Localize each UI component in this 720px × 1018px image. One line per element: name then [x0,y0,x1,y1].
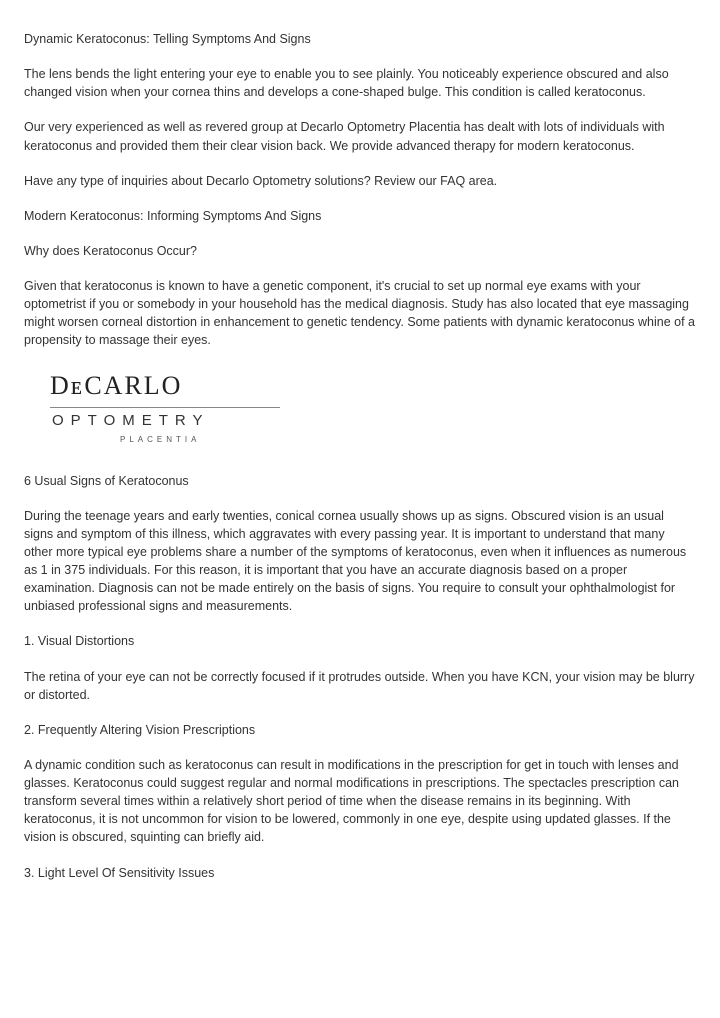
logo-location-text: PLACENTIA [120,434,696,446]
page-title: Dynamic Keratoconus: Telling Symptoms An… [24,30,696,48]
faq-note: Have any type of inquiries about Decarlo… [24,172,696,190]
signs-heading: 6 Usual Signs of Keratoconus [24,472,696,490]
intro-paragraph-1: The lens bends the light entering your e… [24,65,696,101]
subheading-why: Why does Keratoconus Occur? [24,242,696,260]
sign-2-heading: 2. Frequently Altering Vision Prescripti… [24,721,696,739]
sign-1-paragraph: The retina of your eye can not be correc… [24,668,696,704]
signs-intro-paragraph: During the teenage years and early twent… [24,507,696,616]
logo-sub-text: OPTOMETRY [52,410,696,432]
genetic-paragraph: Given that keratoconus is known to have … [24,277,696,350]
sign-2-paragraph: A dynamic condition such as keratoconus … [24,756,696,847]
logo-main-text: DᴇCARLO [50,367,696,405]
sign-1-heading: 1. Visual Distortions [24,632,696,650]
subheading-modern: Modern Keratoconus: Informing Symptoms A… [24,207,696,225]
sign-3-heading: 3. Light Level Of Sensitivity Issues [24,864,696,882]
logo-divider [50,407,280,408]
intro-paragraph-2: Our very experienced as well as revered … [24,118,696,154]
decarlo-logo: DᴇCARLO OPTOMETRY PLACENTIA [50,367,696,446]
